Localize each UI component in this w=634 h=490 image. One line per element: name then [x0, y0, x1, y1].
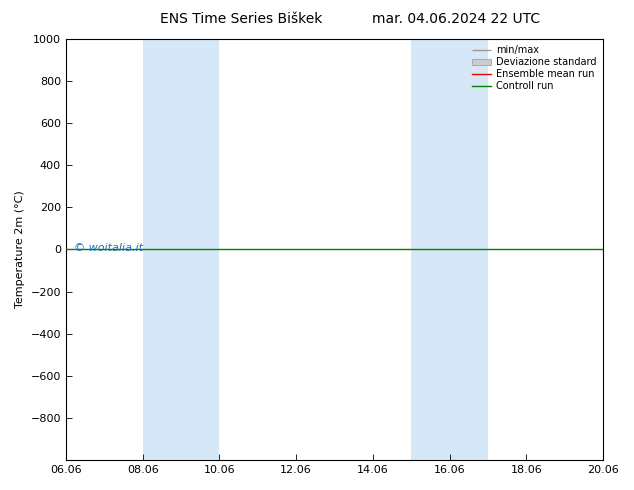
Bar	[143, 39, 219, 460]
Bar	[411, 39, 488, 460]
Legend: min/max, Deviazione standard, Ensemble mean run, Controll run: min/max, Deviazione standard, Ensemble m…	[470, 44, 598, 93]
Text: © woitalia.it: © woitalia.it	[74, 243, 143, 253]
Text: ENS Time Series Biškek: ENS Time Series Biškek	[160, 12, 322, 26]
Y-axis label: Temperature 2m (°C): Temperature 2m (°C)	[15, 191, 25, 308]
Text: mar. 04.06.2024 22 UTC: mar. 04.06.2024 22 UTC	[372, 12, 541, 26]
